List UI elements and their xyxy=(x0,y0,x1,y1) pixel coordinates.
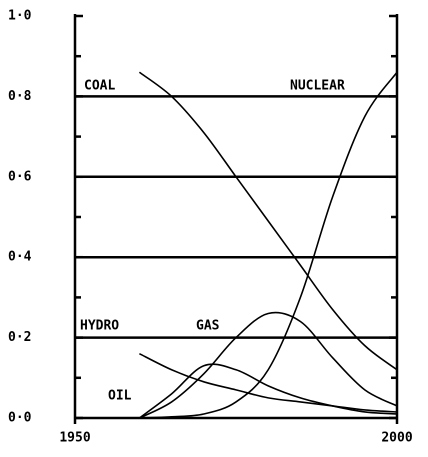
series-label: HYDRO xyxy=(80,319,119,334)
series-label: GAS xyxy=(196,319,220,334)
x-tick-label: 1950 xyxy=(59,431,90,446)
series-label: NUCLEAR xyxy=(290,79,345,94)
y-tick-label: 0·4 xyxy=(8,250,32,265)
y-tick-label: 0·8 xyxy=(8,89,32,104)
series-label: OIL xyxy=(108,389,132,404)
series-label: COAL xyxy=(84,79,115,94)
y-tick-label: 0·6 xyxy=(8,169,32,184)
y-tick-label: 1·0 xyxy=(8,9,32,24)
x-tick-label: 2000 xyxy=(381,431,412,446)
series-line xyxy=(138,71,398,371)
y-tick-label: 0·0 xyxy=(8,411,32,426)
series-line xyxy=(138,363,398,419)
y-tick-label: 0·2 xyxy=(8,330,31,345)
series-line xyxy=(139,71,398,419)
series-line xyxy=(139,311,398,419)
series-line xyxy=(139,352,398,413)
